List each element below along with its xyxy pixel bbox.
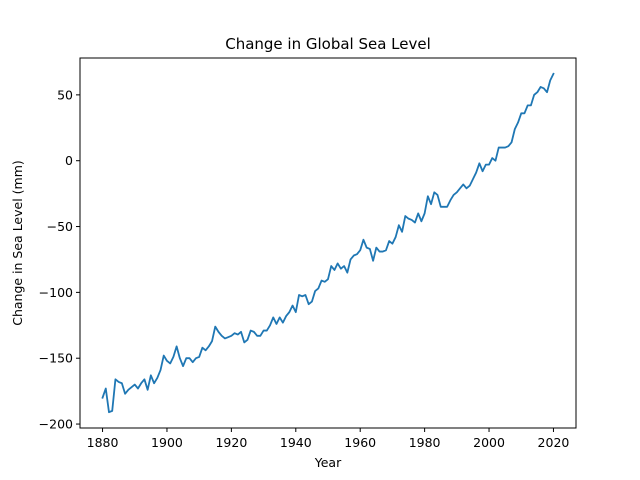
chart-title: Change in Global Sea Level [225,35,431,53]
x-tick-label: 1980 [409,435,441,450]
x-tick-label: 2000 [473,435,505,450]
axes-layer: 1880 1900 1920 1940 1960 1980 2000 2020 −200 −150… [39,87,570,450]
x-tick-label: 2020 [538,435,570,450]
x-tick-label: 1940 [280,435,312,450]
y-tick-label: −150 [39,351,73,366]
y-tick-label: −100 [39,285,73,300]
x-tick-label: 1960 [344,435,376,450]
x-tick-label: 1900 [151,435,183,450]
y-axis-label: Change in Sea Level (mm) [10,160,25,326]
y-tick-label: −50 [47,219,73,234]
x-axis-label: Year [314,455,342,470]
x-tick-label: 1880 [87,435,119,450]
x-tick-label: 1920 [215,435,247,450]
y-tick-label: −200 [39,417,73,432]
plot-frame [79,57,577,429]
y-tick-label: 0 [65,153,73,168]
y-tick-label: 50 [57,87,73,102]
sea-level-line [101,72,555,414]
